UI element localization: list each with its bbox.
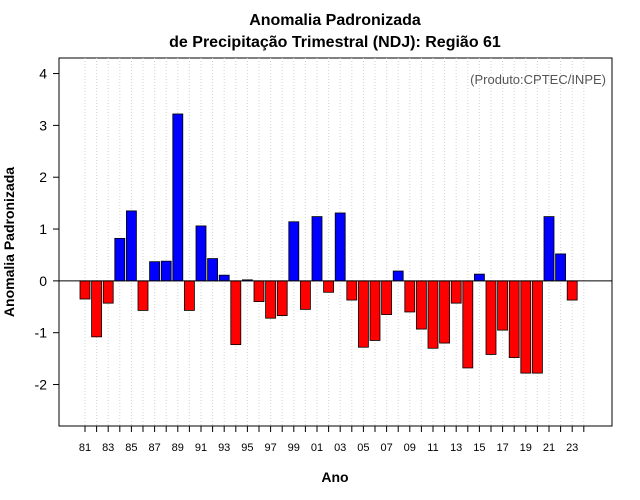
x-tick-label: 21 (543, 442, 555, 454)
x-tick-label: 13 (450, 442, 462, 454)
bar-2022 (555, 253, 566, 282)
bar-2018 (508, 280, 520, 358)
x-tick-label: 89 (172, 442, 184, 454)
bar-2009 (404, 280, 416, 313)
x-tick-label: 09 (404, 442, 416, 454)
x-tick-label: 19 (520, 442, 532, 454)
bar-2001 (311, 216, 323, 282)
bar-1983 (102, 280, 114, 304)
x-tick-label: 81 (79, 442, 91, 454)
bar-2021 (543, 216, 555, 282)
bar-2014 (462, 280, 474, 369)
bar-1986 (137, 280, 149, 311)
x-tick-label: 15 (473, 442, 485, 454)
x-tick-label: 05 (357, 442, 369, 454)
x-tick-label: 23 (566, 442, 578, 454)
bar-2023 (566, 280, 578, 301)
plot-area (58, 57, 613, 427)
x-tick-label: 83 (102, 442, 114, 454)
bar-2006 (369, 280, 381, 341)
chart-title: Anomalia Padronizada (249, 12, 421, 29)
bar-2011 (427, 280, 439, 349)
x-tick-label: 85 (125, 442, 137, 454)
x-tick-label: 99 (288, 442, 300, 454)
x-tick-label: 91 (195, 442, 207, 454)
bar-2019 (520, 280, 532, 374)
bars (79, 113, 578, 374)
bar-2017 (497, 280, 509, 331)
bar-1984 (114, 237, 126, 282)
bar-2007 (381, 280, 393, 315)
x-tick-label: 93 (218, 442, 230, 454)
bar-2004 (346, 280, 358, 301)
x-tick-label: 97 (264, 442, 276, 454)
bar-1989 (172, 113, 184, 282)
x-axis: 81 83 85 87 89 91 93 95 97 99 01 03 05 07 09 11 13 15 17 19… (79, 426, 585, 454)
bar-1987 (149, 261, 161, 282)
y-tick-label: 3 (39, 117, 47, 133)
y-tick-label: 4 (39, 66, 47, 82)
bar-1981 (79, 280, 91, 300)
bar-1985 (126, 210, 137, 282)
y-tick-label: 1 (39, 221, 47, 237)
bar-1988 (160, 260, 172, 282)
bar-2013 (450, 280, 462, 304)
y-tick-label: -2 (35, 377, 48, 393)
x-axis-label: Ano (321, 469, 348, 485)
bar-1993 (218, 274, 230, 282)
y-axis-label: Anomalia Padronizada (1, 167, 17, 317)
bar-1991 (195, 225, 207, 282)
x-tick-label: 17 (496, 442, 508, 454)
x-tick-label: 95 (241, 442, 253, 454)
x-tick-label: 87 (148, 442, 160, 454)
bar-2005 (357, 280, 369, 348)
x-tick-label: 07 (380, 442, 392, 454)
bar-2020 (532, 280, 543, 374)
bar-2016 (485, 280, 497, 355)
bar-2003 (334, 212, 346, 282)
bar-2002 (323, 280, 335, 293)
bar-1992 (207, 258, 219, 282)
bar-2008 (392, 270, 404, 282)
y-tick-label: -1 (35, 325, 48, 341)
bar-2010 (415, 280, 427, 330)
bar-1996 (253, 280, 265, 303)
bar-2000 (299, 280, 311, 310)
x-tick-label: 11 (427, 442, 438, 454)
x-tick-label: 01 (311, 442, 323, 454)
bar-1999 (288, 221, 300, 282)
bar-2012 (439, 280, 451, 344)
bar-1990 (183, 280, 195, 311)
y-tick-label: 0 (39, 273, 47, 289)
bar-1982 (91, 280, 102, 338)
bar-1994 (230, 280, 242, 346)
chart-subtitle: de Precipitação Trimestral (NDJ): Região… (169, 34, 501, 51)
y-tick-label: 2 (39, 169, 47, 185)
bar-2015 (473, 273, 485, 282)
bar-1998 (276, 280, 288, 316)
y-axis: -2 -1 0 1 2 3 4 (35, 66, 59, 393)
grid-lines (84, 58, 585, 426)
credit-label: (Produto:CPTEC/INPE) (470, 72, 606, 87)
x-tick-label: 03 (334, 442, 346, 454)
bar-1997 (265, 280, 277, 319)
